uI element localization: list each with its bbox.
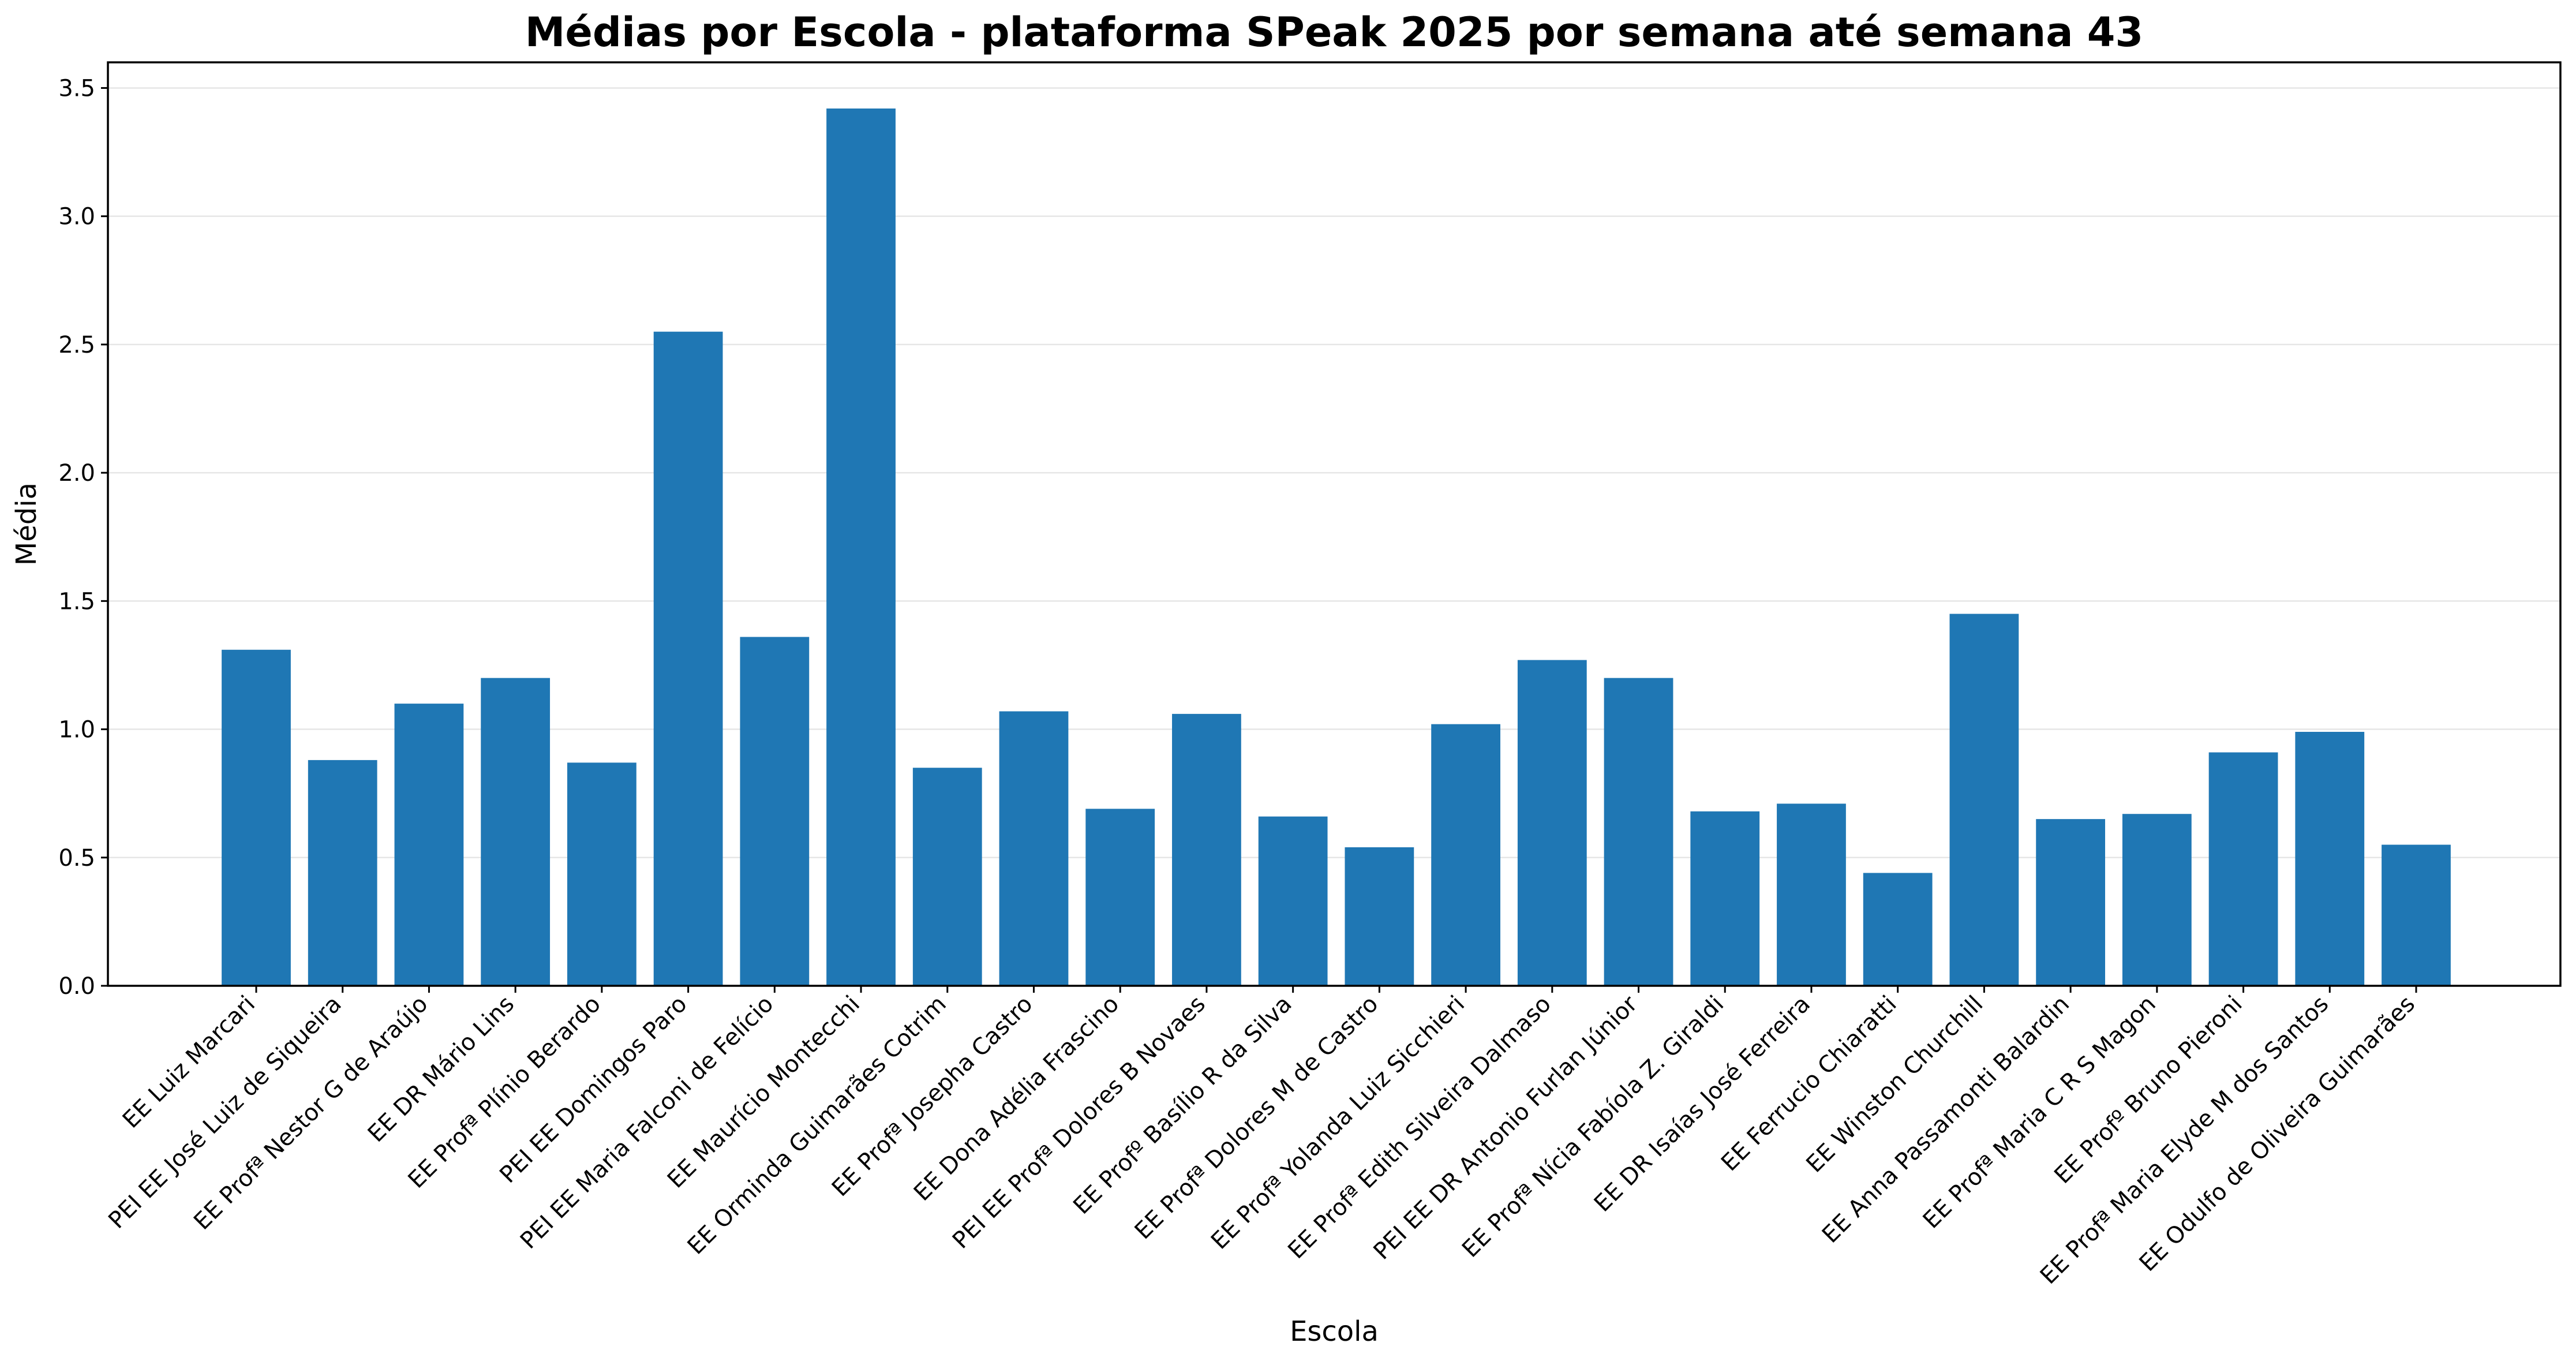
bar <box>1690 811 1760 986</box>
chart-title: Médias por Escola - plataforma SPeak 202… <box>525 9 2143 56</box>
bar <box>1431 724 1500 986</box>
y-tick-label: 0.0 <box>58 973 95 1000</box>
bar <box>481 678 551 986</box>
y-axis-label: Média <box>10 483 43 566</box>
y-tick-label: 3.0 <box>58 204 95 230</box>
y-tick-label: 0.5 <box>58 845 95 872</box>
bar <box>1863 873 1933 986</box>
bar <box>222 649 291 986</box>
y-tick-label: 2.0 <box>58 460 95 487</box>
bar <box>912 768 982 986</box>
bar <box>2208 752 2278 986</box>
bar <box>1345 847 1414 986</box>
x-axis-label: Escola <box>1290 1315 1379 1348</box>
bar <box>308 760 377 986</box>
y-tick-label: 1.5 <box>58 588 95 615</box>
bar <box>826 109 896 986</box>
x-tick-label: EE Winston Churchill <box>1801 991 1988 1178</box>
gridlines <box>108 87 2560 987</box>
x-tick-label: EE Ferrucio Chiaratti <box>1716 991 1902 1177</box>
bar <box>999 711 1069 986</box>
y-axis: 0.0 0.5 1.0 1.5 2.0 2.5 3.0 3.5 <box>58 75 108 1000</box>
bar <box>567 762 636 986</box>
bar <box>1604 678 1673 986</box>
bar <box>740 637 810 986</box>
y-tick-label: 3.5 <box>58 75 95 102</box>
bar <box>2122 814 2192 986</box>
bar <box>2382 844 2451 986</box>
bar <box>2295 732 2365 986</box>
bars <box>222 109 2451 986</box>
bar <box>1777 803 1846 986</box>
bar <box>1172 713 1241 986</box>
plot-frame <box>107 61 2562 987</box>
y-tick-label: 1.0 <box>58 717 95 743</box>
bar <box>1949 614 2019 986</box>
bar <box>653 331 723 986</box>
bar <box>394 704 464 986</box>
bar <box>1258 816 1328 986</box>
x-tick-label: EE DR Mário Lins <box>363 991 519 1147</box>
bar <box>1085 809 1155 986</box>
bar <box>2036 819 2106 986</box>
bar <box>1517 660 1587 986</box>
y-tick-label: 2.5 <box>58 332 95 358</box>
